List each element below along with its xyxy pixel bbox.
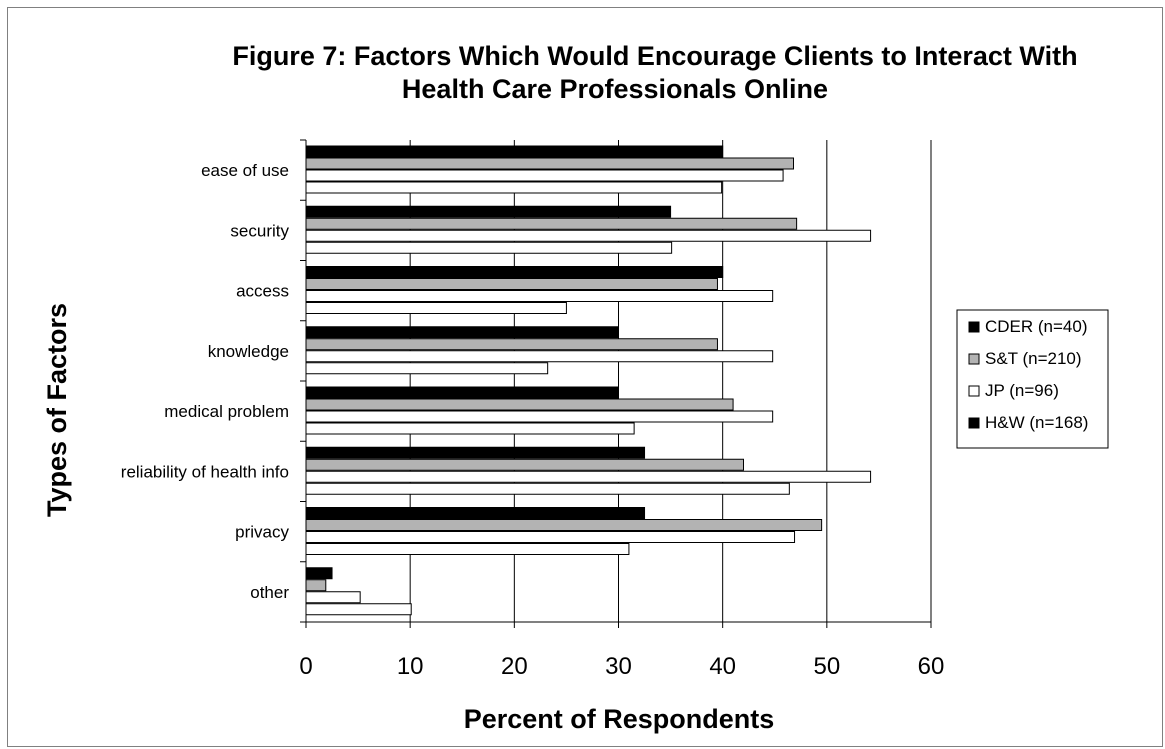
x-tick-label: 10	[397, 653, 424, 680]
bar	[305, 241, 673, 254]
bar	[305, 531, 796, 543]
category-label: reliability of health info	[121, 462, 289, 481]
legend-swatch	[968, 417, 980, 429]
axes-group	[300, 139, 932, 628]
bar	[305, 278, 718, 290]
x-tick-label: 30	[605, 653, 632, 680]
category-label: access	[236, 282, 289, 301]
legend-label: JP (n=96)	[985, 381, 1059, 400]
legend-label: S&T (n=210)	[985, 349, 1082, 368]
category-label: medical problem	[164, 402, 289, 421]
x-tick-label: 0	[299, 653, 312, 680]
bar	[305, 519, 823, 531]
x-tick-label: 60	[918, 653, 945, 680]
bar	[305, 169, 784, 182]
bar	[305, 350, 774, 363]
bar	[305, 470, 872, 483]
bar	[305, 362, 549, 375]
bar	[305, 338, 718, 351]
category-label: knowledge	[208, 342, 289, 361]
bar	[305, 603, 412, 616]
y-axis-title: Types of Factors	[42, 303, 72, 517]
bar	[305, 446, 646, 459]
chart-title-line1: Figure 7: Factors Which Would Encourage …	[232, 41, 1077, 71]
legend-swatch	[968, 353, 980, 365]
legend-box	[956, 309, 1109, 449]
bar	[305, 145, 724, 158]
category-labels: ease of use security access knowledge medica…	[121, 161, 290, 602]
bar	[305, 398, 734, 411]
bar	[305, 326, 619, 339]
legend: CDER (n=40) S&T (n=210) JP (n=96) H&W (n=16…	[956, 309, 1109, 449]
category-label: security	[230, 221, 289, 240]
bar	[305, 579, 327, 592]
bar	[305, 229, 872, 242]
chart-title-line2: Health Care Professionals Online	[402, 74, 828, 104]
bar	[305, 410, 774, 423]
legend-label: CDER (n=40)	[985, 317, 1088, 336]
bar	[305, 567, 333, 580]
bar	[305, 181, 723, 194]
bar	[305, 386, 619, 399]
tick-labels: 0 10 20 30 40 50 60	[299, 653, 944, 680]
x-tick-label: 40	[709, 653, 736, 680]
bar	[305, 290, 774, 302]
category-label: privacy	[235, 523, 289, 542]
x-tick-label: 50	[813, 653, 840, 680]
bar	[305, 422, 635, 435]
bar	[305, 302, 567, 314]
bar	[305, 591, 361, 604]
bar	[305, 507, 646, 519]
category-label: ease of use	[201, 161, 289, 180]
category-label: other	[250, 583, 289, 602]
bar	[305, 217, 798, 230]
x-tick-label: 20	[501, 653, 528, 680]
bar	[305, 266, 724, 278]
legend-label: H&W (n=168)	[985, 413, 1088, 432]
bar	[305, 205, 672, 218]
bar	[305, 458, 744, 471]
bars-group	[305, 145, 872, 616]
bar	[305, 543, 630, 555]
bar	[305, 157, 794, 170]
legend-swatch	[968, 385, 980, 397]
legend-swatch	[968, 321, 980, 333]
x-axis-title: Percent of Respondents	[464, 704, 775, 734]
bar	[305, 482, 790, 495]
